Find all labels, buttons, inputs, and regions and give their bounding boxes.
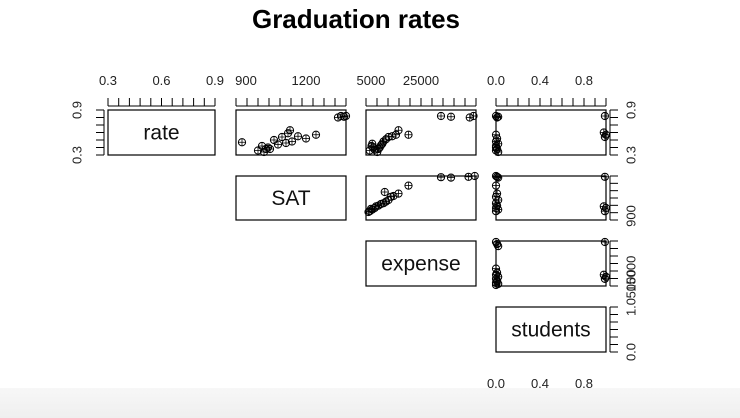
data-point xyxy=(600,172,610,181)
data-point xyxy=(237,138,247,147)
top-tick-label-expense: 5000 xyxy=(357,73,386,88)
diagonal-panel-expense xyxy=(365,240,477,287)
points-rate-vs-expense xyxy=(365,111,478,157)
data-point xyxy=(491,207,501,216)
points-expense-vs-students xyxy=(491,237,611,290)
data-point xyxy=(265,144,275,154)
data-point xyxy=(436,173,446,182)
diagonal-label-expense: expense xyxy=(381,253,460,276)
data-point xyxy=(600,237,610,247)
data-point xyxy=(380,187,389,197)
panel-rate-vs-SAT xyxy=(235,109,347,156)
top-tick-label-rate: 0.3 xyxy=(99,73,117,88)
top-tick-label-students: 0.8 xyxy=(575,73,593,88)
right-tick-label-SAT: 900 xyxy=(623,205,638,227)
diagonal-panel-students xyxy=(495,306,607,353)
points-SAT-vs-expense xyxy=(364,171,479,217)
top-tick-label-students: 0.4 xyxy=(531,73,549,88)
data-point xyxy=(465,113,474,122)
data-point xyxy=(446,173,456,182)
data-point xyxy=(257,141,267,151)
data-point xyxy=(341,111,351,121)
points-SAT-vs-students xyxy=(491,171,611,216)
bottom-tick-label-students: 0.8 xyxy=(575,376,593,391)
right-tick-label-rate: 0.9 xyxy=(623,101,638,119)
window-bottom-band xyxy=(0,388,740,418)
right-tick-label-rate: 0.3 xyxy=(623,146,638,164)
data-point xyxy=(394,189,403,198)
panel-SAT-vs-students xyxy=(495,175,607,221)
data-point xyxy=(285,126,295,135)
data-point xyxy=(464,172,473,181)
diagonal-label-rate: rate xyxy=(143,122,179,145)
diagonal-panel-SAT xyxy=(235,175,347,221)
data-point xyxy=(394,126,403,135)
panel-expense-vs-students xyxy=(495,240,607,287)
diagonal-label-SAT: SAT xyxy=(271,187,310,210)
data-point xyxy=(494,112,503,121)
left-tick-label-rate: 0.3 xyxy=(69,146,84,164)
data-point xyxy=(494,173,503,182)
data-point xyxy=(269,135,279,145)
data-point xyxy=(600,274,610,283)
panel-SAT-vs-expense xyxy=(365,175,477,221)
left-tick-label-rate: 0.9 xyxy=(69,101,84,119)
top-tick-label-rate: 0.6 xyxy=(152,73,170,88)
panel-rate-vs-students xyxy=(495,109,607,156)
top-tick-label-SAT: 900 xyxy=(235,73,257,88)
data-point xyxy=(281,138,291,148)
right-tick-label-students: 1.0 xyxy=(623,298,638,316)
top-tick-label-SAT: 1200 xyxy=(292,73,321,88)
top-tick-label-students: 0.0 xyxy=(487,73,505,88)
data-point xyxy=(253,146,263,155)
chart-title: Graduation rates xyxy=(251,4,461,34)
top-tick-label-rate: 0.9 xyxy=(206,73,224,88)
data-point xyxy=(494,205,503,214)
data-point xyxy=(365,146,374,155)
data-point xyxy=(491,280,501,290)
data-point xyxy=(273,140,283,149)
points-rate-vs-students xyxy=(491,111,611,157)
bottom-tick-label-students: 0.4 xyxy=(531,376,549,391)
points-rate-vs-SAT xyxy=(237,111,351,157)
data-point xyxy=(600,132,610,142)
data-point xyxy=(277,132,287,142)
right-tick-label-expense: 5000 xyxy=(623,269,638,298)
data-point xyxy=(436,111,446,121)
data-point xyxy=(446,112,456,121)
bottom-tick-label-students: 0.0 xyxy=(487,376,505,391)
diagonal-panel-rate xyxy=(107,109,216,156)
data-point xyxy=(600,111,610,121)
right-tick-label-students: 0.0 xyxy=(623,343,638,361)
top-tick-label-expense: 25000 xyxy=(403,73,439,88)
data-point xyxy=(311,130,321,139)
right-tick-label-expense: 15000 xyxy=(623,256,638,292)
data-point xyxy=(494,147,503,157)
data-point xyxy=(367,141,376,151)
data-point xyxy=(494,242,503,251)
data-point xyxy=(364,207,373,217)
data-point xyxy=(301,134,311,143)
diagonal-label-students: students xyxy=(511,319,590,342)
data-point xyxy=(600,207,610,216)
data-point xyxy=(404,130,413,139)
data-point xyxy=(404,181,413,190)
panel-rate-vs-expense xyxy=(365,109,477,156)
data-point xyxy=(293,132,303,141)
data-point xyxy=(491,143,501,152)
data-point xyxy=(491,181,501,190)
